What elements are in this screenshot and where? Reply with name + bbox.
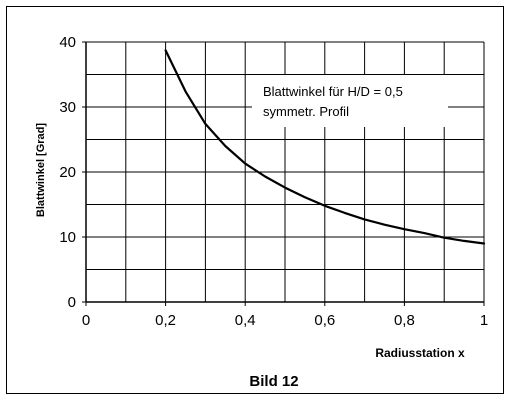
series-line	[164, 49, 486, 245]
x-tick-label: 0,2	[155, 312, 176, 329]
y-axis-label: Blattwinkel [Grad]	[35, 123, 47, 217]
annotation-line-1: Blattwinkel für H/D = 0,5	[263, 84, 403, 99]
x-tick-label: 0	[82, 312, 90, 329]
x-tick-label: 0,4	[235, 312, 256, 329]
x-tick-label: 0,8	[394, 312, 415, 329]
annotation-line-2: symmetr. Profil	[263, 104, 349, 119]
chart-frame	[6, 6, 504, 394]
y-tick-label: 0	[68, 294, 76, 311]
chart-caption: Bild 12	[249, 373, 298, 390]
x-axis-label: Radiusstation x	[375, 346, 465, 360]
y-tick-label: 20	[59, 164, 76, 181]
x-tick-label: 1	[480, 312, 488, 329]
x-tick-label: 0,6	[314, 312, 335, 329]
annotation-box	[252, 75, 448, 127]
y-tick-label: 10	[59, 229, 76, 246]
y-tick-label: 30	[59, 99, 76, 116]
y-tick-label: 40	[59, 34, 76, 51]
